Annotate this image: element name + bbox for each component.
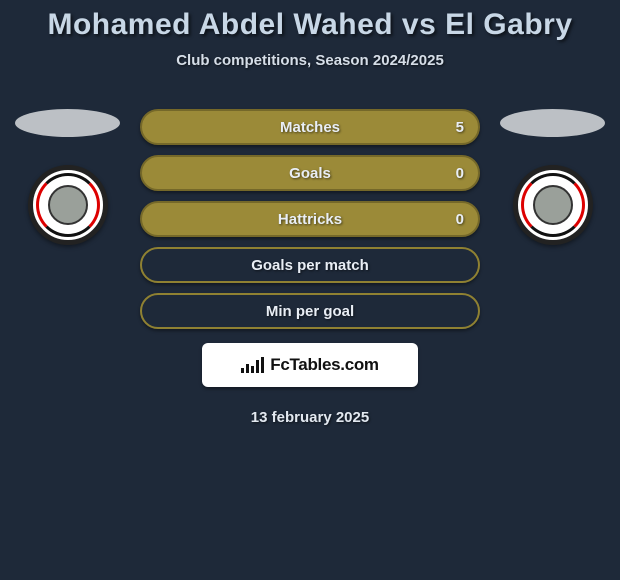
player-right-club-badge bbox=[513, 165, 593, 245]
stat-label: Goals bbox=[289, 165, 331, 182]
stat-row-goals: Goals 0 bbox=[140, 155, 480, 191]
stat-label: Hattricks bbox=[278, 211, 342, 228]
player-right-column bbox=[500, 109, 605, 245]
comparison-row: Matches 5 Goals 0 Hattricks 0 Goals per … bbox=[0, 109, 620, 329]
branding-text: FcTables.com bbox=[270, 355, 379, 375]
club-badge-inner-icon bbox=[533, 185, 573, 225]
page-title: Mohamed Abdel Wahed vs El Gabry bbox=[47, 8, 572, 42]
stats-column: Matches 5 Goals 0 Hattricks 0 Goals per … bbox=[140, 109, 480, 329]
stat-row-hattricks: Hattricks 0 bbox=[140, 201, 480, 237]
subtitle: Club competitions, Season 2024/2025 bbox=[176, 52, 444, 69]
stat-label: Goals per match bbox=[251, 257, 369, 274]
player-left-club-badge bbox=[28, 165, 108, 245]
date-line: 13 february 2025 bbox=[251, 409, 369, 426]
stat-value-right: 0 bbox=[456, 211, 464, 228]
branding-card[interactable]: FcTables.com bbox=[202, 343, 418, 387]
player-left-column bbox=[15, 109, 120, 245]
club-badge-inner-icon bbox=[48, 185, 88, 225]
stat-label: Min per goal bbox=[266, 303, 354, 320]
player-left-name-plate bbox=[15, 109, 120, 137]
stat-value-right: 0 bbox=[456, 165, 464, 182]
stat-row-min-per-goal: Min per goal bbox=[140, 293, 480, 329]
chart-bars-icon bbox=[241, 357, 264, 373]
stat-value-right: 5 bbox=[456, 119, 464, 136]
stat-row-goals-per-match: Goals per match bbox=[140, 247, 480, 283]
stat-label: Matches bbox=[280, 119, 340, 136]
player-right-name-plate bbox=[500, 109, 605, 137]
stat-row-matches: Matches 5 bbox=[140, 109, 480, 145]
